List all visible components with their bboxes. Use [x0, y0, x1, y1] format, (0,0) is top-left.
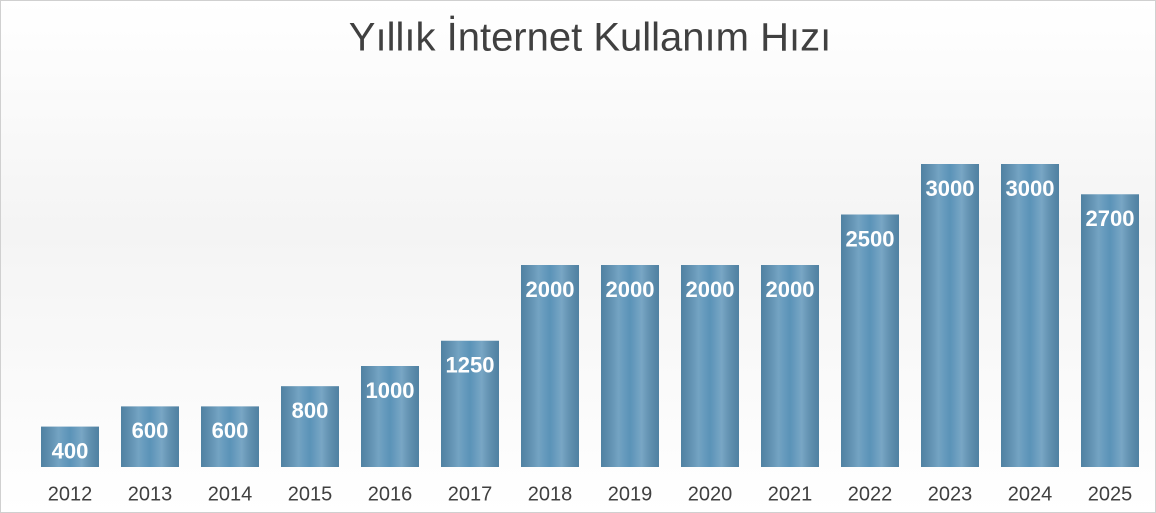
data-label: 400 — [52, 438, 89, 463]
data-label: 2700 — [1086, 206, 1135, 231]
data-label: 2500 — [846, 226, 895, 251]
data-label: 2000 — [526, 277, 575, 302]
data-label: 1250 — [446, 353, 495, 378]
bar — [1001, 164, 1059, 467]
data-label: 600 — [212, 418, 249, 443]
chart-title: Yıllık İnternet Kullanım Hızı — [349, 15, 831, 60]
x-tick-label: 2023 — [928, 483, 973, 505]
x-tick-label: 2025 — [1088, 483, 1133, 505]
x-tick-label: 2019 — [608, 483, 653, 505]
data-label: 2000 — [686, 277, 735, 302]
data-label: 2000 — [606, 277, 655, 302]
x-tick-label: 2014 — [208, 483, 253, 505]
x-tick-label: 2018 — [528, 483, 573, 505]
x-tick-label: 2012 — [48, 483, 93, 505]
data-label: 1000 — [366, 378, 415, 403]
bar — [1081, 194, 1139, 468]
data-label: 600 — [132, 418, 169, 443]
x-tick-label: 2016 — [368, 483, 413, 505]
x-tick-label: 2022 — [848, 483, 893, 505]
x-tick-label: 2021 — [768, 483, 813, 505]
x-tick-label: 2013 — [128, 483, 173, 505]
x-tick-label: 2015 — [288, 483, 333, 505]
bar — [841, 214, 899, 467]
data-label: 3000 — [1006, 176, 1055, 201]
data-label: 2000 — [766, 277, 815, 302]
x-tick-label: 2017 — [448, 483, 493, 505]
data-label: 3000 — [926, 176, 975, 201]
x-tick-label: 2020 — [688, 483, 733, 505]
x-tick-label: 2024 — [1008, 483, 1053, 505]
data-label: 800 — [292, 398, 329, 423]
bar — [921, 164, 979, 467]
